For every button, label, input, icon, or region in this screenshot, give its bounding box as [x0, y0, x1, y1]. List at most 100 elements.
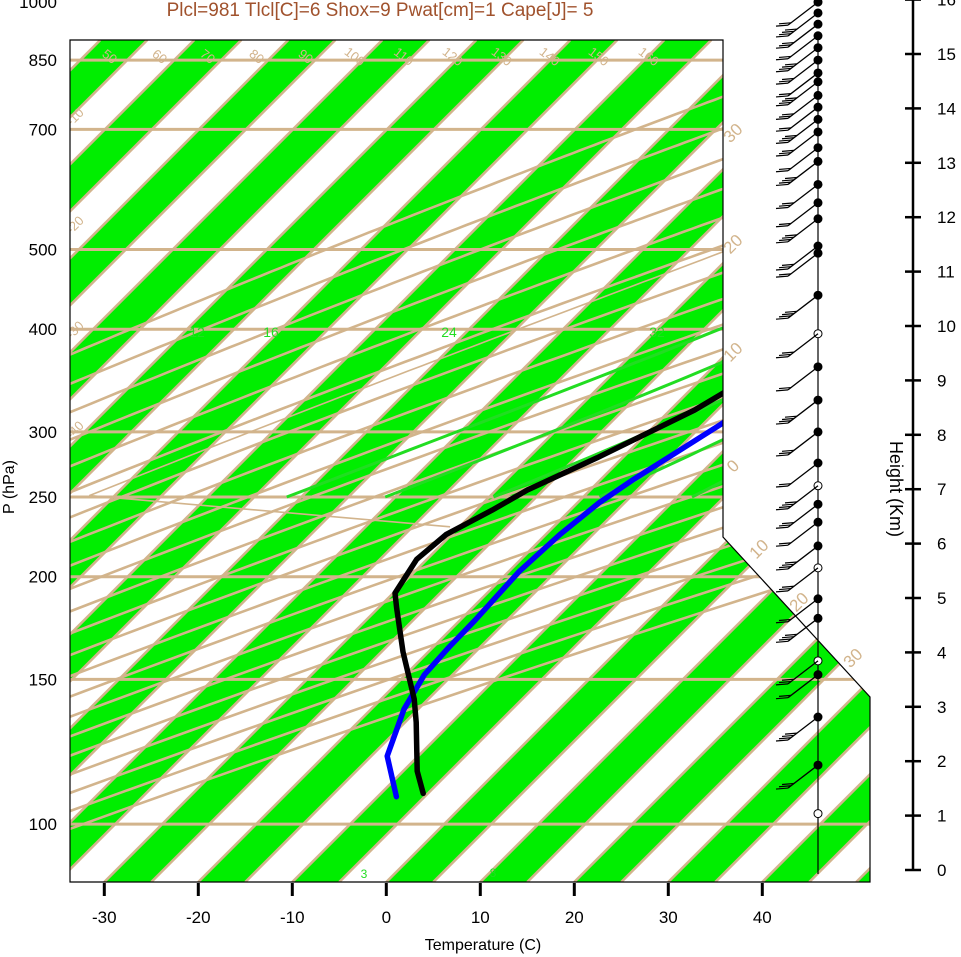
x-tick-label: -10 [280, 908, 305, 927]
wind-barb-feather [778, 127, 792, 130]
wind-barb-feather [781, 149, 795, 152]
wind-barb-feather [775, 590, 789, 593]
wind-barb-feather [775, 621, 789, 624]
wind-barb-staff [787, 47, 819, 72]
wind-barb-feather [778, 694, 792, 697]
wind-barb-staff [787, 431, 819, 456]
wind-barb-feather [781, 312, 795, 316]
wind-barb-feather [778, 353, 792, 357]
height-tick-label: 3 [937, 698, 946, 717]
x-tick-label: 30 [659, 908, 678, 927]
wind-barb-feather [781, 449, 795, 452]
wind-barb-feather [775, 129, 789, 132]
isotherm-line [70, 40, 243, 882]
wind-barb-feather [775, 683, 789, 686]
wind-barb-feather [778, 238, 792, 242]
wind-barb-feather [775, 640, 789, 643]
wind-barb-feather [775, 454, 789, 457]
x-tick-label: -30 [92, 908, 117, 927]
y-axis: 100 150 200 250 300 400 500 700 850 1000 [19, 0, 57, 834]
isotherm-line [70, 40, 525, 882]
wind-barb-staff [787, 252, 819, 277]
wind-barb-feather [775, 485, 789, 488]
wind-barb-feather [778, 587, 792, 591]
wind-barb-staff [787, 503, 819, 528]
wind-barb-feather [775, 508, 789, 511]
wind-barb-feather [781, 522, 795, 525]
parcel-trace [89, 40, 870, 528]
wind-barb-feather [775, 82, 789, 85]
dry-adiabat [70, 40, 870, 844]
dry-adiabat [70, 40, 870, 844]
dry-adiabat [70, 40, 870, 844]
wind-barb-feather [778, 115, 792, 118]
wind-barb-feather [775, 206, 789, 210]
x-tick-label: -20 [186, 908, 211, 927]
chart-title: Plcl=981 Tlcl[C]=6 Shox=9 Pwat[cm]=1 Cap… [167, 0, 594, 21]
wind-barb-feather [775, 104, 789, 107]
pressure-tick-label: 200 [29, 568, 57, 587]
height-tick-label: 11 [937, 263, 955, 282]
wind-barb-staff [787, 245, 819, 270]
parcel-line [89, 40, 870, 528]
wind-barb-staff [787, 94, 819, 119]
wind-barb-feather [781, 137, 795, 140]
wind-barb-staff [787, 545, 819, 570]
wind-barb-staff [787, 462, 819, 487]
wind-barb-feather [781, 636, 795, 639]
pressure-tick-label: 250 [29, 488, 57, 507]
wind-barb-staff [787, 617, 819, 642]
wind-barb-staff [787, 23, 819, 48]
wind-barb-feather [781, 113, 795, 116]
wind-barb-feather [781, 782, 795, 786]
isotherm-line [70, 40, 337, 882]
wind-barb-staff [787, 218, 819, 243]
wind-barb-feather [775, 356, 789, 359]
wind-barb-feather [775, 46, 789, 49]
wind-barb-staff [787, 399, 819, 424]
isotherm-line [70, 40, 713, 882]
wind-barb-feather [778, 93, 792, 96]
wind-barb-feather [784, 28, 798, 31]
wind-barb-feather [778, 33, 792, 36]
wind-barb-feather [784, 501, 798, 504]
wind-barb-feather [778, 222, 792, 226]
wind-barb-feather [781, 563, 795, 566]
isotherm-line [714, 40, 870, 882]
wind-barb-feather [781, 351, 795, 354]
wind-barb-feather [778, 152, 792, 155]
dry-adiabat [70, 40, 870, 844]
wind-barb-feather [778, 524, 792, 527]
pressure-tick-label: 300 [29, 423, 57, 442]
wind-barb-column [775, 0, 823, 874]
wind-barb-feather [775, 739, 789, 742]
wind-barb-feather [775, 170, 789, 173]
wind-barb-staff [787, 72, 819, 97]
wind-barb-feather [781, 179, 795, 182]
wind-barb-feather [775, 268, 789, 271]
wind-barb-staff [787, 118, 819, 143]
pressure-tick-label: 1000 [19, 0, 57, 12]
wind-barb-feather [778, 273, 792, 276]
wind-barb-feather [784, 134, 798, 138]
wind-barb-feather [775, 787, 789, 790]
wind-barb-feather [778, 785, 792, 788]
wind-level-dot [813, 809, 823, 819]
wind-barb-feather [781, 263, 795, 267]
isotherm-line [291, 40, 870, 882]
dry-adiabat [70, 40, 870, 844]
dry-adiabat [70, 40, 870, 844]
wind-barb-feather [784, 732, 798, 735]
height-tick-label: 15 [937, 45, 956, 64]
height-tick-label: 16 [937, 0, 956, 10]
x-tick-label: 20 [565, 908, 584, 927]
pressure-tick-label: 100 [29, 815, 57, 834]
wind-barb-feather [775, 275, 789, 278]
wind-barb-feather [775, 24, 789, 27]
pressure-tick-label: 400 [29, 320, 57, 339]
wind-barb-feather [775, 568, 789, 571]
wind-barb-feather [784, 633, 798, 636]
wind-barb-staff [787, 183, 819, 208]
